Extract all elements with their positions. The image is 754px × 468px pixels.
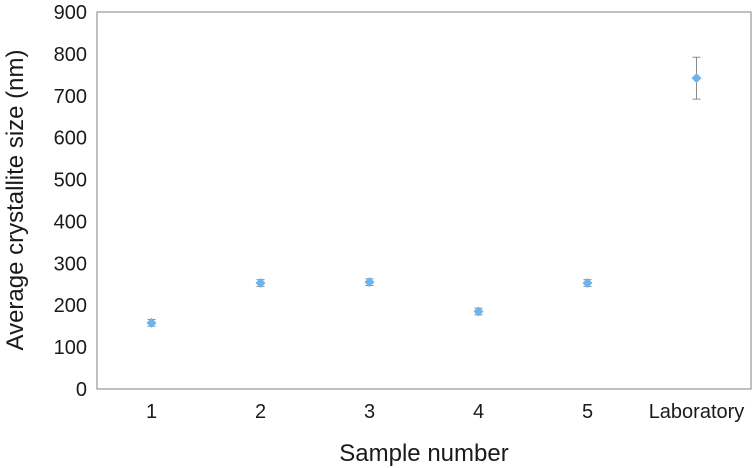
data-point-marker [473,306,484,317]
y-tick-label: 900 [54,2,87,24]
data-point-marker [364,277,375,288]
data-point-marker [146,317,157,328]
x-tick-label: Laboratory [649,401,745,423]
x-tick-label: 3 [364,401,375,423]
data-point-marker [691,73,702,84]
x-tick-label: 2 [255,401,266,423]
y-tick-label: 0 [76,379,87,401]
data-points [146,56,702,328]
data-point-marker [255,278,266,289]
data-point-marker [582,278,593,289]
y-axis-title: Average crystallite size (nm) [2,50,29,351]
x-tick-label: 4 [473,401,484,423]
y-tick-label: 200 [54,295,87,317]
x-tick-label: 5 [582,401,593,423]
y-tick-label: 700 [54,86,87,108]
y-tick-label: 600 [54,128,87,150]
y-tick-label: 100 [54,337,87,359]
y-tick-label: 400 [54,211,87,233]
y-tick-label: 500 [54,170,87,192]
x-tick-labels: 1 2 3 4 5 Laboratory [146,401,744,423]
y-tick-label: 300 [54,253,87,275]
x-axis-title: Sample number [339,440,508,467]
plot-area [96,11,752,390]
y-tick-labels: 0 100 200 300 400 500 600 700 800 900 [54,2,87,401]
y-tick-label: 800 [54,44,87,66]
x-tick-label: 1 [146,401,157,423]
